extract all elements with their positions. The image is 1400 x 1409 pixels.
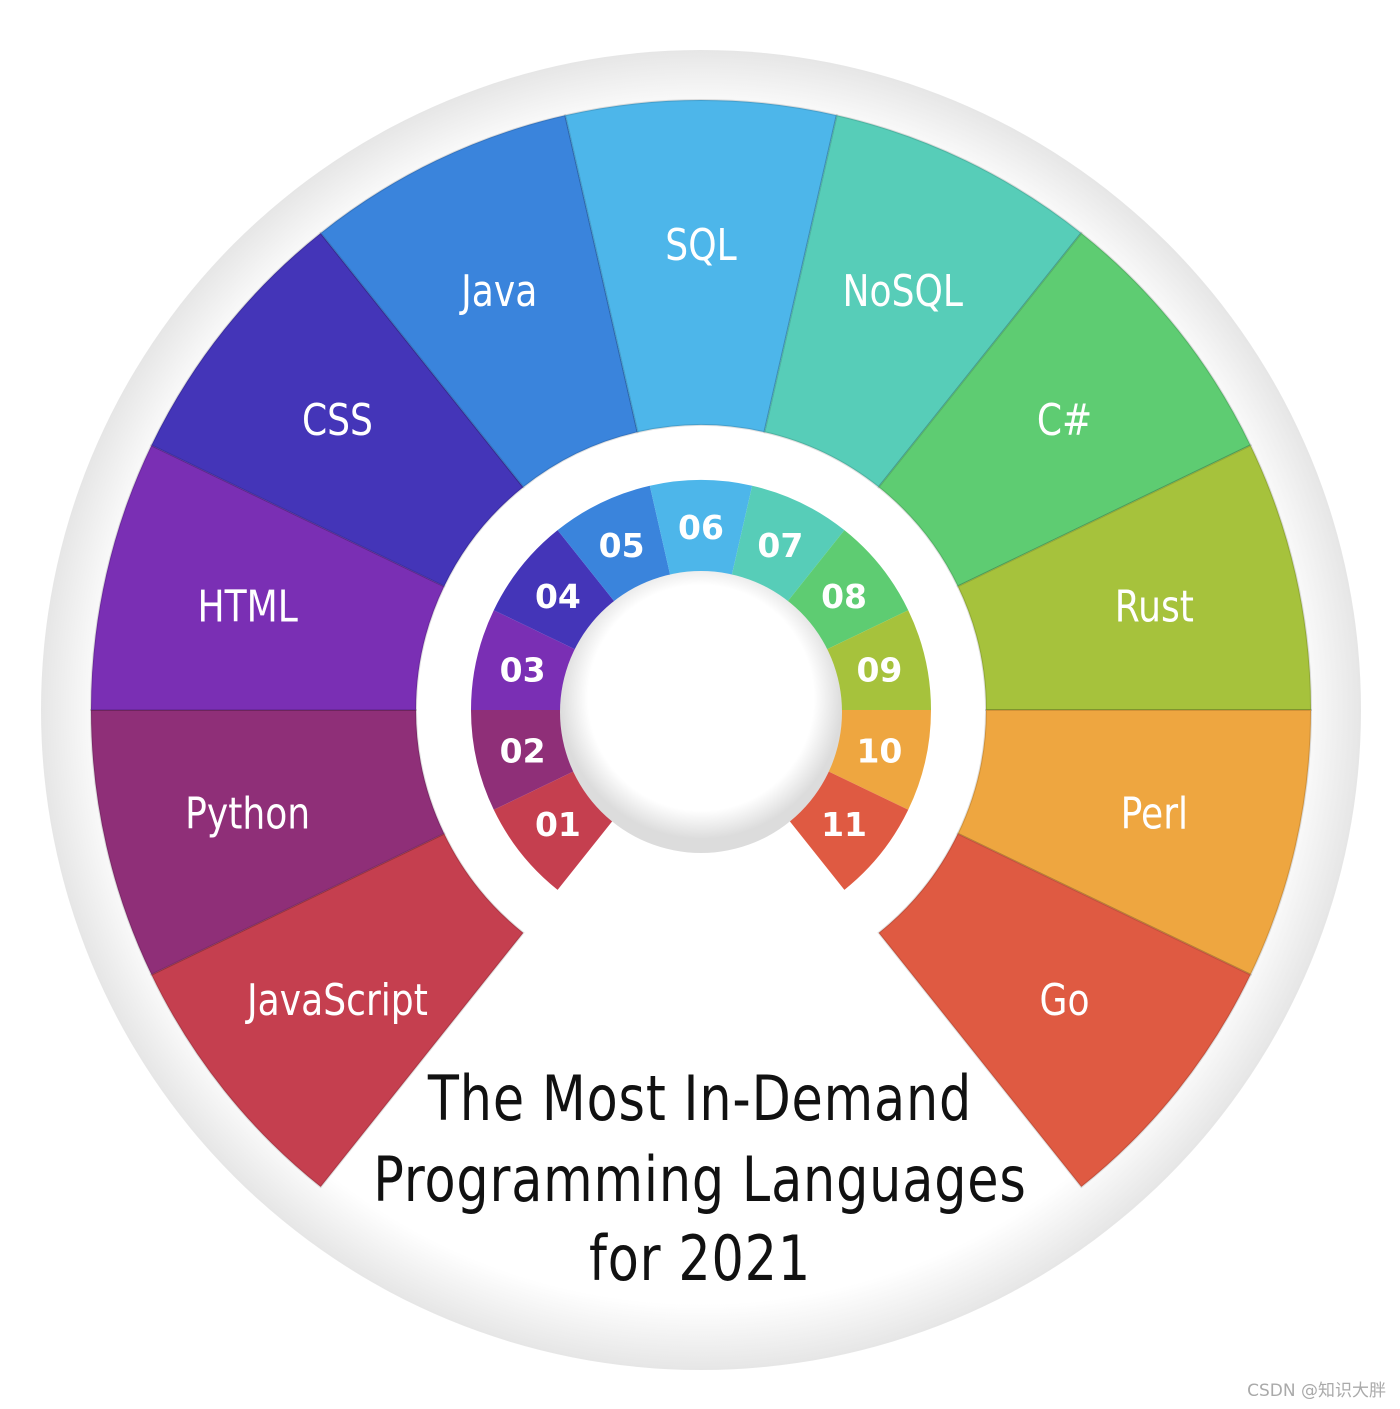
label-java: Java (458, 267, 537, 317)
number-segment-10 (822, 710, 931, 810)
number-segment-07 (731, 485, 845, 605)
label-sql: SQL (665, 221, 737, 271)
label-go: Go (1040, 976, 1090, 1026)
number-segment-04 (493, 530, 617, 652)
segment-java (319, 114, 639, 489)
number-11: 11 (821, 805, 867, 844)
number-05: 05 (599, 526, 645, 565)
number-segment-08 (785, 530, 909, 652)
number-02: 02 (500, 732, 546, 771)
segment-python (89, 709, 446, 977)
number-segment-11 (785, 768, 909, 890)
label-css: CSS (302, 396, 373, 446)
number-03: 03 (500, 650, 546, 689)
label-javascript: JavaScript (244, 976, 427, 1026)
segment-sql (564, 99, 838, 434)
title-line-2: Programming Languages (373, 1143, 1027, 1216)
number-segment-09 (822, 610, 931, 710)
label-python: Python (185, 789, 310, 839)
label-nosql: NoSQL (843, 267, 964, 317)
segment-rust (956, 443, 1313, 711)
segment-csharp (877, 231, 1252, 588)
number-08: 08 (821, 577, 867, 616)
title-line-1: The Most In-Demand (427, 1062, 973, 1135)
number-segment-02 (471, 710, 580, 810)
number-10: 10 (856, 732, 902, 771)
segment-nosql (763, 114, 1083, 489)
number-04: 04 (535, 577, 581, 616)
segment-css (150, 231, 525, 588)
title-line-3: for 2021 (588, 1222, 812, 1295)
number-segment-05 (557, 485, 671, 605)
number-07: 07 (757, 526, 803, 565)
label-rust: Rust (1115, 582, 1194, 632)
number-09: 09 (856, 650, 902, 689)
segment-html (89, 443, 446, 711)
number-segment-01 (493, 768, 617, 890)
segment-javascript (150, 832, 525, 1189)
label-html: HTML (197, 582, 298, 632)
number-06: 06 (678, 508, 724, 547)
center-hub (560, 571, 842, 853)
number-segment-03 (471, 610, 580, 710)
label-csharp: C# (1037, 396, 1092, 446)
number-segment-06 (649, 479, 753, 579)
watermark: CSDN @知识大胖 (1247, 1381, 1386, 1401)
number-01: 01 (535, 805, 581, 844)
segment-go (877, 832, 1252, 1189)
label-perl: Perl (1121, 789, 1189, 839)
segment-perl (956, 709, 1313, 977)
